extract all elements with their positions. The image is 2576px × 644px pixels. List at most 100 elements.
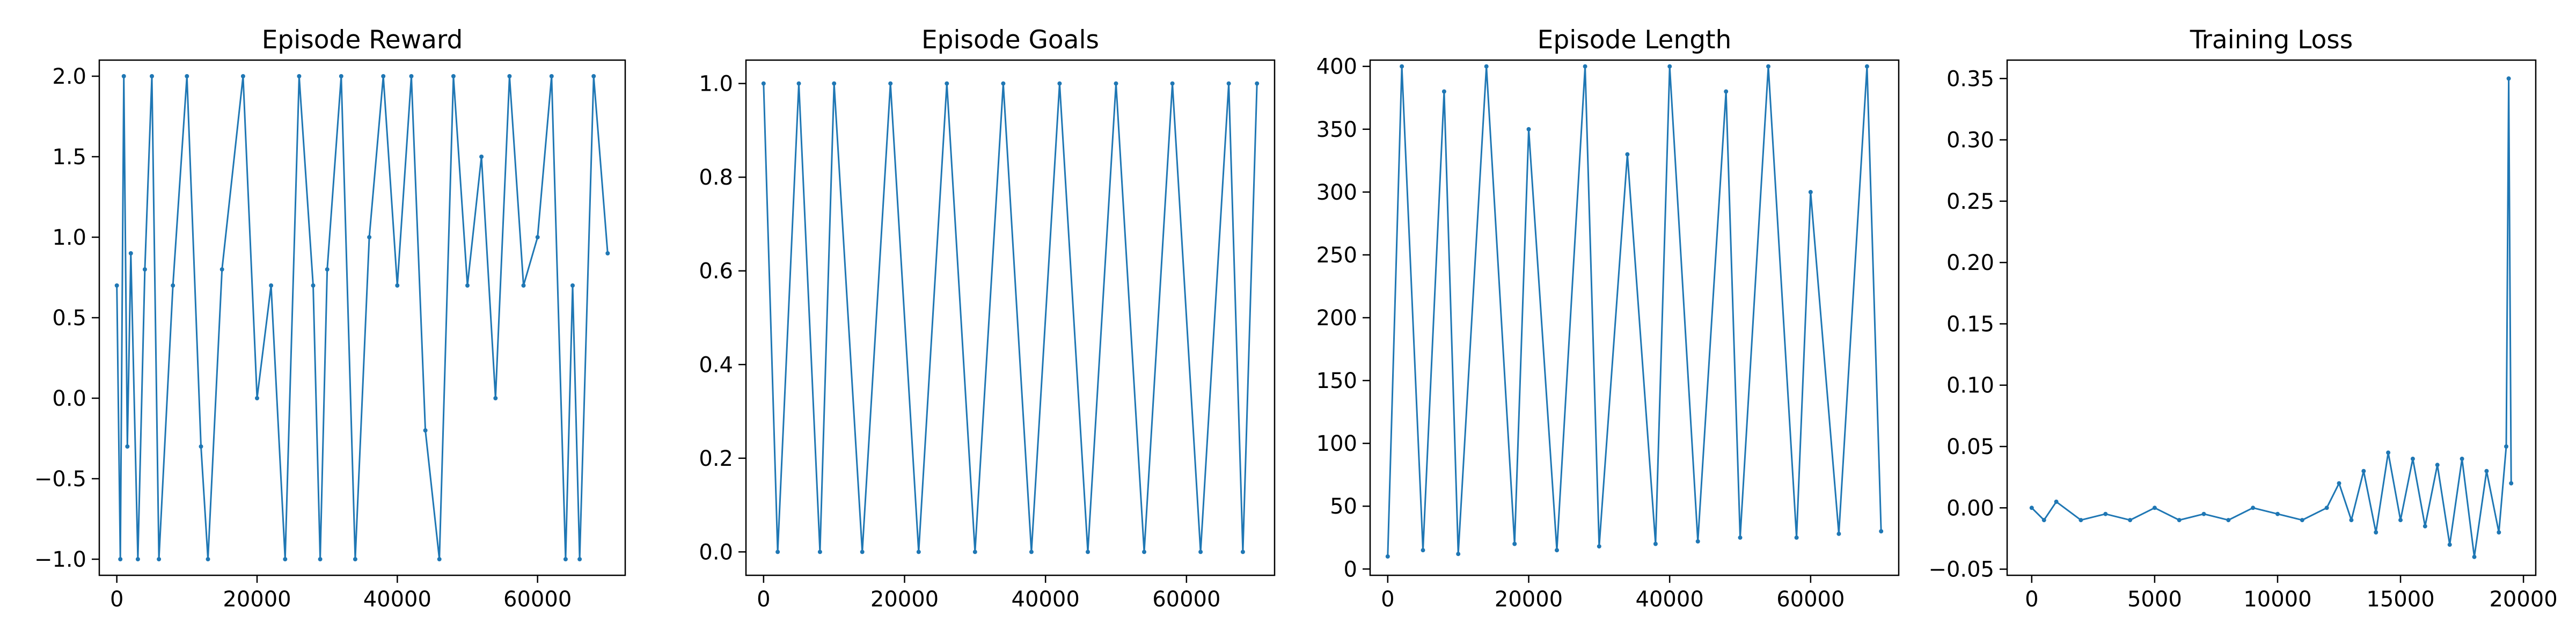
data-point xyxy=(521,283,526,288)
y-tick-label: 2.0 xyxy=(52,64,86,89)
data-point xyxy=(135,557,140,561)
x-tick-label: 15000 xyxy=(2366,587,2434,612)
y-tick-label: 0.15 xyxy=(1946,312,1994,336)
data-point xyxy=(1653,541,1658,546)
y-tick-label: 0.5 xyxy=(52,306,86,331)
data-point xyxy=(1766,64,1770,69)
data-point xyxy=(2497,530,2501,535)
data-point xyxy=(114,283,119,288)
data-point xyxy=(2447,542,2452,547)
data-point xyxy=(2374,530,2379,535)
y-tick-label: 0.10 xyxy=(1946,374,1994,398)
x-tick-label: 20000 xyxy=(223,587,291,612)
data-point xyxy=(1597,544,1601,549)
data-point xyxy=(219,267,224,272)
x-tick-label: 0 xyxy=(757,587,770,612)
subplot-2: Episode Goals 0 20000 40000 60000 0.0 0.2 0.4 0.… xyxy=(699,25,1276,612)
plot-area xyxy=(2029,76,2514,559)
y-tick-label: −0.05 xyxy=(1928,558,1994,582)
data-point xyxy=(2386,450,2391,455)
data-point xyxy=(297,74,302,78)
y-tick-label: 0.00 xyxy=(1946,496,1994,521)
data-point xyxy=(1441,89,1446,94)
data-point xyxy=(311,283,316,288)
data-point xyxy=(796,81,801,86)
y-tick-label: 200 xyxy=(1316,306,1357,331)
y-tick-label: 1.0 xyxy=(52,225,86,250)
data-point xyxy=(325,267,330,272)
y-tick-label: 0.30 xyxy=(1946,128,1994,153)
data-point xyxy=(2300,518,2304,523)
data-point xyxy=(2226,518,2231,523)
data-point xyxy=(1029,550,1034,554)
data-point xyxy=(339,74,343,78)
data-point xyxy=(916,550,921,554)
data-point xyxy=(2128,518,2133,523)
data-point xyxy=(1456,552,1461,557)
data-point xyxy=(2079,518,2083,523)
y-tick-label: 0.2 xyxy=(699,447,733,471)
y-tick-label: −0.5 xyxy=(34,467,86,492)
data-point xyxy=(2410,456,2415,461)
data-point xyxy=(1808,189,1813,194)
data-point xyxy=(1400,64,1404,69)
data-point xyxy=(1255,81,1260,86)
data-point xyxy=(2041,518,2046,523)
y-tick-label: 0.8 xyxy=(699,165,733,190)
data-point xyxy=(255,396,259,400)
data-point xyxy=(2177,518,2182,523)
data-point xyxy=(1724,89,1729,94)
data-point xyxy=(395,283,400,288)
data-point xyxy=(465,283,470,288)
chart-title: Training Loss xyxy=(2190,25,2353,55)
data-point xyxy=(1625,152,1630,157)
y-tick-label: 50 xyxy=(1330,494,1357,519)
data-point xyxy=(2506,76,2511,81)
x-tick-label: 60000 xyxy=(1152,587,1220,612)
data-point xyxy=(945,81,949,86)
y-tick-label: 0 xyxy=(1344,557,1357,582)
x-tick-label: 60000 xyxy=(503,587,572,612)
data-point xyxy=(2398,518,2403,523)
data-point xyxy=(2509,481,2514,486)
data-point xyxy=(817,550,822,554)
data-point xyxy=(1836,531,1841,536)
data-point xyxy=(2275,511,2280,516)
data-point xyxy=(423,428,428,433)
data-point xyxy=(1484,64,1489,69)
data-point xyxy=(409,74,414,78)
data-point xyxy=(775,550,780,554)
data-point xyxy=(605,251,610,255)
data-point xyxy=(1667,64,1672,69)
data-point xyxy=(318,557,323,561)
data-point xyxy=(1385,554,1390,559)
data-point xyxy=(157,557,162,561)
data-point xyxy=(381,74,386,78)
x-tick-label: 20000 xyxy=(870,587,939,612)
data-point xyxy=(1555,548,1559,553)
data-point xyxy=(1421,548,1425,553)
data-point xyxy=(1057,81,1062,86)
x-tick-label: 10000 xyxy=(2243,587,2311,612)
data-point xyxy=(535,235,540,239)
y-tick-label: 350 xyxy=(1316,118,1357,142)
x-tick-label: 40000 xyxy=(363,587,431,612)
data-point xyxy=(121,74,126,78)
chart-title: Episode Goals xyxy=(921,25,1099,55)
data-point xyxy=(128,251,133,255)
data-point xyxy=(451,74,456,78)
y-tick-label: 300 xyxy=(1316,180,1357,205)
data-point xyxy=(2337,481,2341,486)
data-point xyxy=(761,81,766,86)
data-point xyxy=(860,550,865,554)
data-point xyxy=(1086,550,1090,554)
plot-area xyxy=(114,74,610,561)
data-point xyxy=(185,74,189,78)
y-tick-label: −1.0 xyxy=(34,547,86,572)
axes-frame xyxy=(2006,59,2537,576)
data-point xyxy=(1526,127,1531,131)
data-point xyxy=(563,557,568,561)
data-point xyxy=(888,81,893,86)
data-point xyxy=(1114,81,1118,86)
